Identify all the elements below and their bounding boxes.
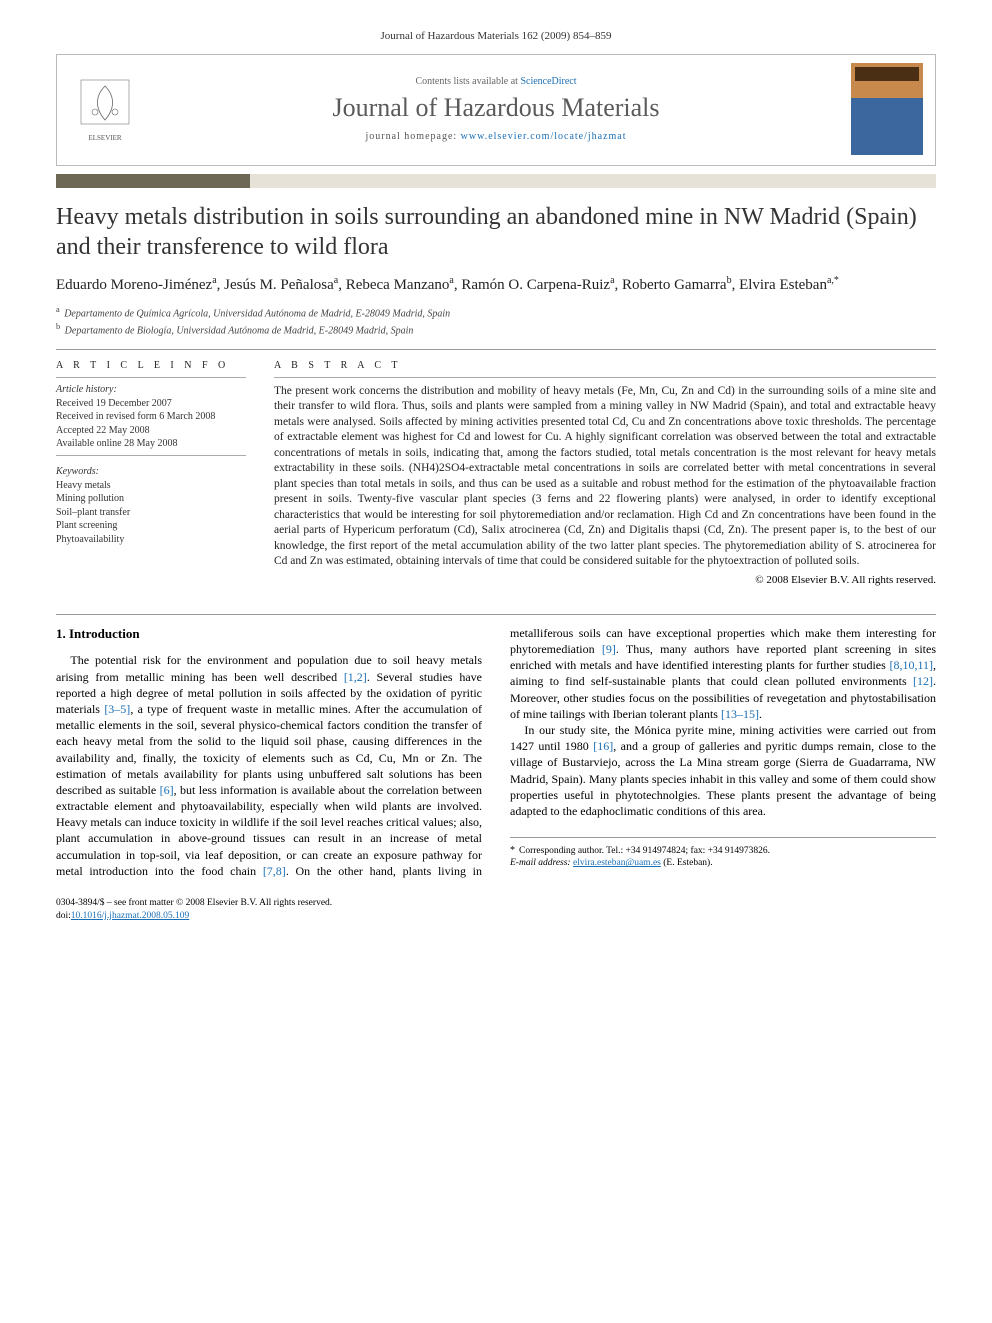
citation-ref[interactable]: [16] xyxy=(593,739,613,753)
citation-ref[interactable]: [3–5] xyxy=(104,702,130,716)
body-paragraph: In our study site, the Mónica pyrite min… xyxy=(510,722,936,819)
footer-left: 0304-3894/$ – see front matter © 2008 El… xyxy=(56,897,332,923)
homepage-link[interactable]: www.elsevier.com/locate/jhazmat xyxy=(461,131,627,142)
asterisk-icon: * xyxy=(510,845,515,856)
color-bar xyxy=(56,174,936,188)
email-label: E-mail address: xyxy=(510,858,573,868)
citation-ref[interactable]: [9] xyxy=(602,642,616,656)
email-suffix: (E. Esteban). xyxy=(661,858,713,868)
history-line: Accepted 22 May 2008 xyxy=(56,424,246,438)
article-info-heading: A R T I C L E I N F O xyxy=(56,360,246,371)
doi-prefix: doi: xyxy=(56,911,71,921)
affiliation: a Departamento de Química Agrícola, Univ… xyxy=(56,304,936,321)
corresponding-email-link[interactable]: elvira.esteban@uam.es xyxy=(573,858,661,868)
section-heading-introduction: 1. Introduction xyxy=(56,625,482,643)
keyword: Mining pollution xyxy=(56,492,246,506)
divider xyxy=(56,614,936,615)
abstract: A B S T R A C T The present work concern… xyxy=(274,360,936,586)
history-line: Available online 28 May 2008 xyxy=(56,437,246,451)
page-footer: 0304-3894/$ – see front matter © 2008 El… xyxy=(56,897,936,923)
article-info: A R T I C L E I N F O Article history: R… xyxy=(56,360,246,586)
affiliation: b Departamento de Biología, Universidad … xyxy=(56,321,936,338)
citation-ref[interactable]: [13–15] xyxy=(721,707,759,721)
citation-ref[interactable]: [12] xyxy=(913,674,933,688)
journal-citation: Journal of Hazardous Materials 162 (2009… xyxy=(56,30,936,42)
author-list: Eduardo Moreno-Jiméneza, Jesús M. Peñalo… xyxy=(56,274,936,296)
journal-header: ELSEVIER Contents lists available at Sci… xyxy=(56,54,936,166)
homepage-prefix: journal homepage: xyxy=(365,131,460,142)
contents-prefix: Contents lists available at xyxy=(415,76,520,87)
contents-available: Contents lists available at ScienceDirec… xyxy=(155,76,837,87)
abstract-heading: A B S T R A C T xyxy=(274,360,936,371)
divider xyxy=(56,349,936,350)
abstract-copyright: © 2008 Elsevier B.V. All rights reserved… xyxy=(274,574,936,586)
keyword: Soil–plant transfer xyxy=(56,506,246,520)
corresponding-author-note: * Corresponding author. Tel.: +34 9149748… xyxy=(510,837,936,870)
citation-ref[interactable]: [6] xyxy=(160,783,174,797)
abstract-text: The present work concerns the distributi… xyxy=(274,384,936,570)
corresponding-contact: Corresponding author. Tel.: +34 91497482… xyxy=(519,846,770,856)
doi-link[interactable]: 10.1016/j.jhazmat.2008.05.109 xyxy=(71,911,189,921)
citation-ref[interactable]: [7,8] xyxy=(263,864,286,878)
citation-ref[interactable]: [8,10,11] xyxy=(889,658,933,672)
info-abstract-row: A R T I C L E I N F O Article history: R… xyxy=(56,360,936,586)
title-block: Heavy metals distribution in soils surro… xyxy=(56,174,936,339)
journal-homepage: journal homepage: www.elsevier.com/locat… xyxy=(155,131,837,142)
publisher-name: ELSEVIER xyxy=(88,134,121,142)
sciencedirect-link[interactable]: ScienceDirect xyxy=(520,76,576,87)
issn-copyright: 0304-3894/$ – see front matter © 2008 El… xyxy=(56,897,332,910)
keyword: Heavy metals xyxy=(56,479,246,493)
keywords-label: Keywords: xyxy=(56,466,246,477)
article-title: Heavy metals distribution in soils surro… xyxy=(56,202,936,262)
affiliations: a Departamento de Química Agrícola, Univ… xyxy=(56,304,936,339)
publisher-logo: ELSEVIER xyxy=(69,67,141,151)
journal-name: Journal of Hazardous Materials xyxy=(155,93,837,123)
header-center: Contents lists available at ScienceDirec… xyxy=(155,76,837,142)
article-history-label: Article history: xyxy=(56,384,246,395)
history-line: Received 19 December 2007 xyxy=(56,397,246,411)
citation-ref[interactable]: [1,2] xyxy=(344,670,367,684)
keyword: Phytoavailability xyxy=(56,533,246,547)
journal-cover-thumbnail xyxy=(851,63,923,155)
keyword: Plant screening xyxy=(56,519,246,533)
article-body: 1. Introduction The potential risk for t… xyxy=(56,625,936,879)
history-line: Received in revised form 6 March 2008 xyxy=(56,410,246,424)
